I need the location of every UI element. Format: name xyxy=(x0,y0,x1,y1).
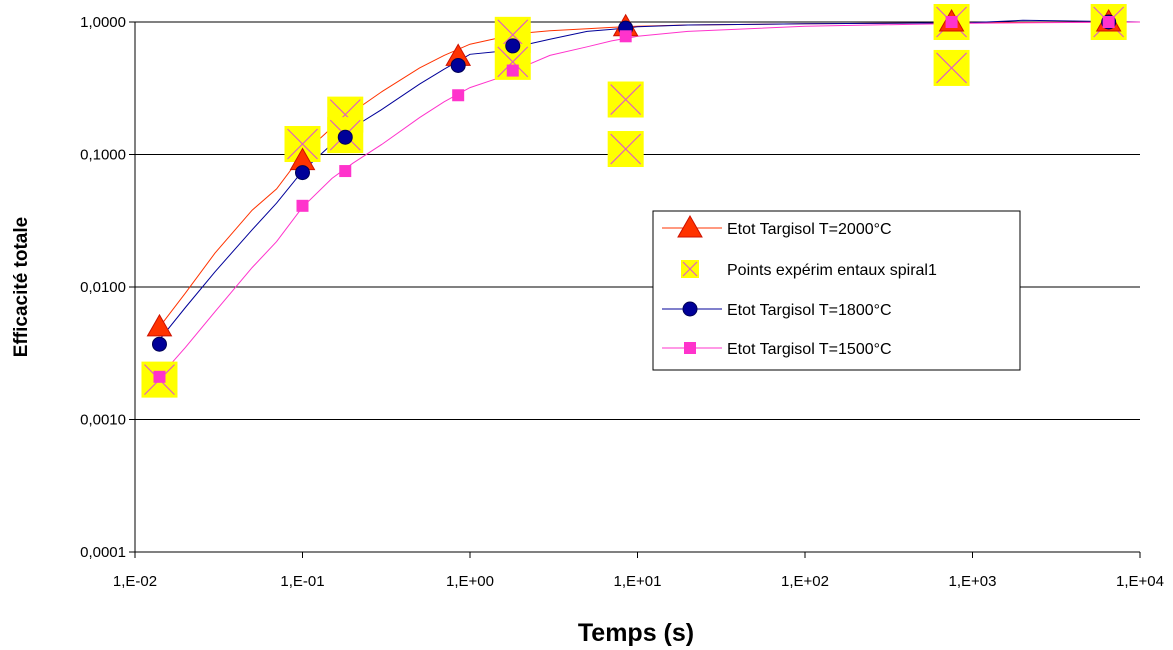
data-point-series-2-cross-b xyxy=(610,84,642,115)
legend-marker-2-cross-b xyxy=(682,261,698,277)
data-point-series-4 xyxy=(506,64,519,77)
legend-label-3: Etot Targisol T=1800°C xyxy=(727,302,892,319)
y-tick-label: 0,0100 xyxy=(80,279,126,296)
data-point-series-2-cross-b xyxy=(936,52,967,84)
x-tick-label: 1,E+03 xyxy=(949,573,997,590)
axes xyxy=(129,21,1141,558)
data-point-series-4 xyxy=(296,199,309,212)
legend-label-1: Etot Targisol T=2000°C xyxy=(727,221,892,238)
data-point-series-2-cross-b xyxy=(287,128,318,160)
legend-marker-2 xyxy=(681,260,699,278)
x-tick-label: 1,E+00 xyxy=(446,573,494,590)
data-point-series-3 xyxy=(505,38,521,54)
data-point-series-4 xyxy=(1102,16,1115,28)
data-point-series-4 xyxy=(619,30,632,43)
data-point-series-2 xyxy=(933,49,970,86)
data-point-series-3 xyxy=(450,57,466,73)
series-line-3 xyxy=(159,19,1141,341)
legend-marker-3 xyxy=(682,301,698,317)
x-tick-label: 1,E+04 xyxy=(1116,573,1164,590)
y-tick-label: 1,0000 xyxy=(80,14,126,31)
data-point-series-4 xyxy=(945,16,958,28)
x-tick-label: 1,E-02 xyxy=(113,573,157,590)
y-tick-label: 0,1000 xyxy=(80,147,126,164)
data-point-series-4 xyxy=(452,89,465,102)
data-point-series-4 xyxy=(339,165,352,178)
y-tick-label: 0,0001 xyxy=(80,544,126,561)
legend-label-4: Etot Targisol T=1500°C xyxy=(727,341,892,358)
data-point-series-1 xyxy=(146,313,173,337)
data-point-series-3 xyxy=(151,336,167,352)
x-tick-label: 1,E-01 xyxy=(280,573,324,590)
y-tick-label: 0,0010 xyxy=(80,412,126,429)
tick-labels: 1,0000 0,1000 0,0100 0,0010 0,0001 1,E-02 1,E-… xyxy=(80,14,1164,590)
data-point-series-2 xyxy=(607,81,644,118)
data-point-series-2 xyxy=(607,131,644,168)
data-point-series-3 xyxy=(295,165,310,181)
y-axis-title: Efficacité totale xyxy=(11,217,32,357)
x-tick-label: 1,E+02 xyxy=(781,573,829,590)
series-markers xyxy=(141,4,1127,398)
data-point-series-2-cross-b xyxy=(610,133,642,165)
legend-marker-4 xyxy=(684,342,696,354)
legend-marker-1 xyxy=(677,214,703,238)
data-point-series-4 xyxy=(153,370,166,383)
x-tick-label: 1,E+01 xyxy=(614,573,662,590)
data-point-series-3 xyxy=(337,129,353,145)
legend-label-2: Points expérim entaux spiral1 xyxy=(727,262,937,279)
data-point-series-2-cross-b xyxy=(497,46,529,78)
legend-box xyxy=(652,210,1021,371)
x-axis-title: Temps (s) xyxy=(578,619,694,647)
legend: Etot Targisol T=2000°C Points expérim ent… xyxy=(652,210,1021,371)
data-point-series-2 xyxy=(141,361,178,398)
